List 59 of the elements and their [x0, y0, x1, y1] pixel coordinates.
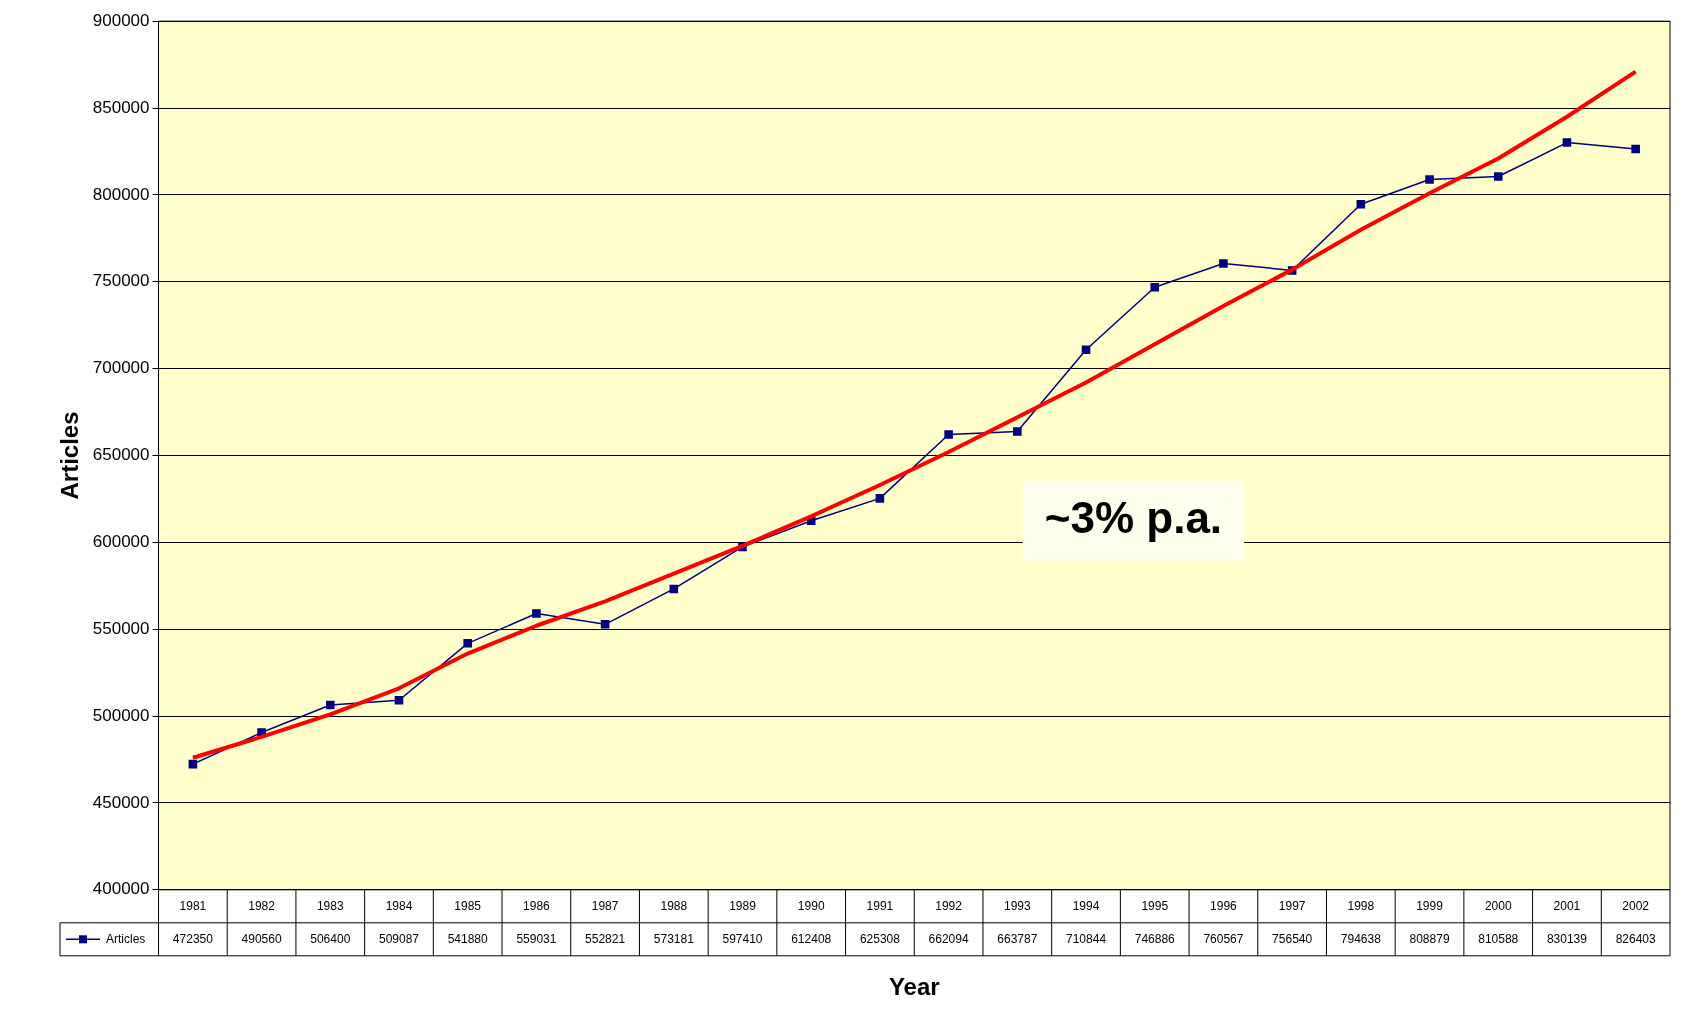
data-label: 597410: [722, 931, 763, 946]
x-tick-label: 1984: [385, 899, 413, 914]
y-tick-label: 800000: [92, 184, 150, 204]
x-tick-label: 1982: [248, 899, 276, 914]
x-tick-label: 1998: [1347, 899, 1375, 914]
annotation: ~3% p.a.: [1044, 492, 1223, 542]
x-tick-label: 1981: [179, 899, 207, 914]
x-tick-label: 2001: [1553, 899, 1581, 914]
x-tick-label: 2002: [1622, 899, 1650, 914]
legend-label: Articles: [106, 931, 146, 946]
y-tick-label: 850000: [92, 97, 150, 117]
data-label: 573181: [653, 931, 695, 946]
data-label: 506400: [310, 931, 351, 946]
data-label: 826403: [1615, 931, 1656, 946]
x-tick-label: 1986: [523, 899, 551, 914]
data-label: 746886: [1134, 931, 1176, 946]
x-tick-label: 1989: [729, 899, 757, 914]
x-tick-label: 1987: [591, 899, 619, 914]
data-label: 663787: [997, 931, 1038, 946]
data-label: 559031: [516, 931, 557, 946]
x-tick-label: 1997: [1278, 899, 1306, 914]
y-tick-label: 450000: [92, 792, 150, 812]
x-tick-label: 2000: [1484, 899, 1512, 914]
y-tick-label: 750000: [92, 271, 150, 291]
x-tick-label: 1985: [454, 899, 482, 914]
y-axis-title: Articles: [56, 411, 84, 500]
data-label: 808879: [1409, 931, 1450, 946]
y-tick-label: 650000: [92, 445, 150, 465]
y-tick-label: 900000: [92, 10, 150, 30]
data-label: 612408: [791, 931, 832, 946]
data-label: 810588: [1478, 931, 1519, 946]
x-tick-label: 1991: [866, 899, 894, 914]
y-tick-label: 500000: [92, 705, 150, 725]
x-tick-label: 1983: [316, 899, 344, 914]
data-label: 710844: [1066, 931, 1107, 946]
x-tick-label: 1992: [935, 899, 963, 914]
data-label: 509087: [378, 931, 420, 946]
data-label: 830139: [1546, 931, 1588, 946]
data-label: 490560: [241, 931, 282, 946]
data-label: 756540: [1272, 931, 1313, 946]
data-label: 552821: [585, 931, 626, 946]
x-tick-label: 1990: [797, 899, 825, 914]
data-label: 541880: [447, 931, 489, 946]
x-tick-label: 1993: [1003, 899, 1031, 914]
data-label: 794638: [1340, 931, 1382, 946]
y-tick-label: 400000: [92, 879, 150, 899]
y-tick-label: 600000: [92, 532, 150, 552]
data-label: 472350: [172, 931, 214, 946]
x-tick-label: 1995: [1141, 899, 1169, 914]
data-label: 760567: [1203, 931, 1244, 946]
data-label: 625308: [859, 931, 901, 946]
x-tick-label: 1996: [1210, 899, 1238, 914]
x-tick-label: 1994: [1072, 899, 1100, 914]
data-label: 662094: [928, 931, 969, 946]
x-tick-label: 1999: [1416, 899, 1444, 914]
x-axis-title: Year: [888, 973, 940, 1001]
x-tick-label: 1988: [660, 899, 688, 914]
y-tick-label: 700000: [92, 358, 150, 378]
y-tick-label: 550000: [92, 618, 150, 638]
